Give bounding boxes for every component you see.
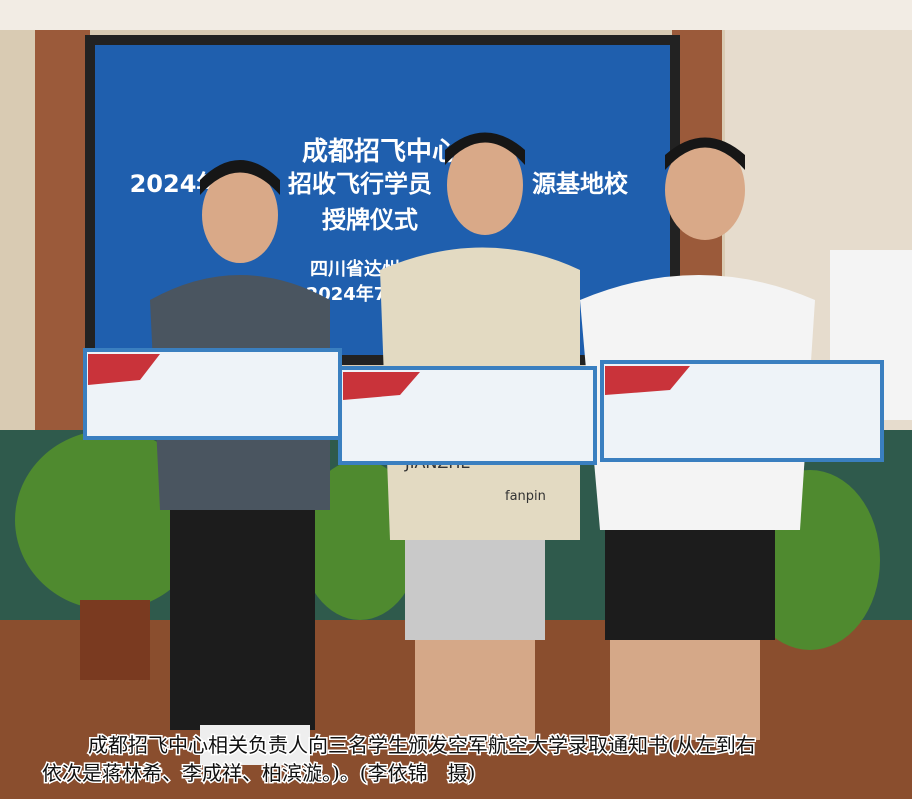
banner-text: 成都招飞中心 [302, 137, 458, 167]
person-left [150, 160, 330, 765]
certificate [83, 348, 884, 465]
caption: 成都招飞中心相关负责人向三名学生颁发空军航空大学录取通知书(从左到右 [88, 733, 756, 757]
banner-text: 四川省达州 [310, 258, 400, 280]
banner-text: 授牌仪式 [322, 206, 418, 234]
wood-panel [35, 30, 90, 430]
person-right [580, 137, 815, 740]
banner-text: 2024年7月 [306, 283, 405, 305]
caption: 依次是蒋林希、李成祥、柏滨漩。)。(李依锦 摄) [42, 761, 475, 785]
ceiling [0, 0, 912, 30]
shirt-text: fanpin [505, 489, 546, 504]
banner-text: 招收飞行学员 [288, 170, 432, 198]
banner-text: 源基地校 [532, 170, 629, 198]
